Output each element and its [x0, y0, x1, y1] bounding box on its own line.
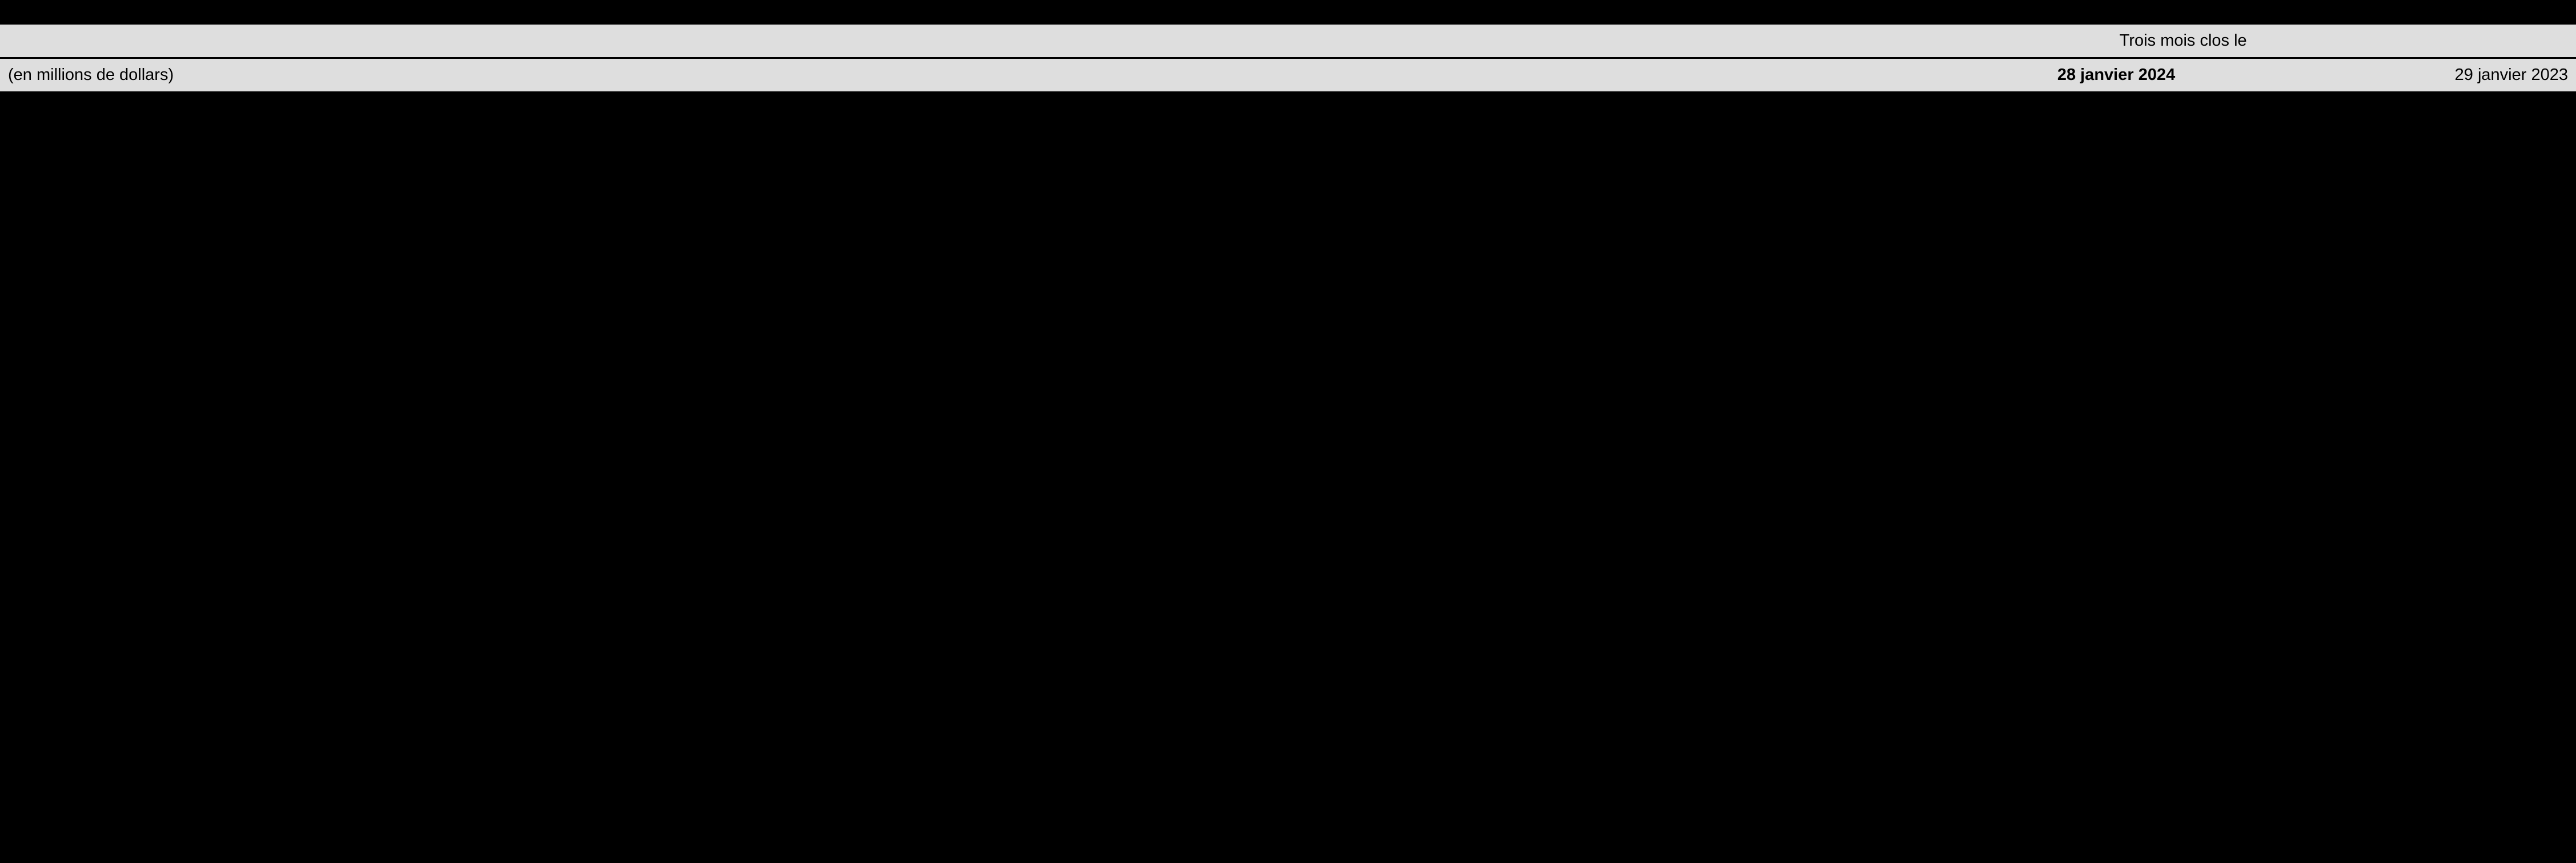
- top-spacer: [0, 0, 2576, 25]
- period-header-label: Trois mois clos le: [1790, 25, 2576, 58]
- column-header-2023: 29 janvier 2023: [2183, 58, 2576, 93]
- period-header-row: Trois mois clos le: [0, 25, 2576, 58]
- unit-label: (en millions de dollars): [0, 58, 1790, 93]
- financial-table-page: Trois mois clos le (en millions de dolla…: [0, 0, 2576, 93]
- financial-table: Trois mois clos le (en millions de dolla…: [0, 25, 2576, 93]
- column-header-row: (en millions de dollars) 28 janvier 2024…: [0, 58, 2576, 93]
- period-header-blank: [0, 25, 1790, 58]
- column-header-2024: 28 janvier 2024: [1790, 58, 2183, 93]
